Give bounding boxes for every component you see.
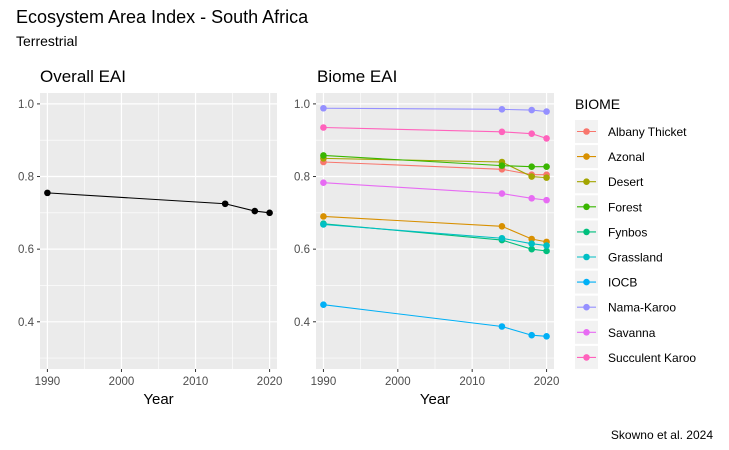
legend-key-point-fynbos: [583, 228, 590, 236]
y-tick-label: 0.6: [18, 244, 34, 256]
biome-panel-title: Biome EAI: [317, 67, 397, 86]
y-tick-label: 0.4: [18, 317, 35, 329]
data-point-forest: [320, 152, 327, 159]
series-line-azonal: [323, 215, 547, 243]
y-tick-label: 1.0: [18, 99, 34, 111]
overall-x-axis-title: Year: [143, 391, 173, 408]
legend: BIOME Albany Thicket Azonal Desert Forest Fyn…: [575, 96, 696, 369]
data-point-grassland: [320, 221, 327, 228]
legend-label-grassland: Grassland: [608, 251, 663, 265]
data-point-azonal: [528, 235, 535, 243]
data-point-savanna: [528, 195, 535, 202]
legend-label-fynbos: Fynbos: [608, 225, 647, 239]
data-point-succulent-karoo: [528, 130, 535, 137]
legend-key-point-azonal: [583, 153, 590, 160]
data-point-overall: [221, 200, 229, 208]
data-point-overall: [44, 189, 51, 197]
overall-panel: Overall EAI 0.4 0.6 0.8 1.0 1990 2000 2010 2020 Y…: [18, 67, 282, 408]
data-point-grassland: [498, 234, 506, 242]
legend-label-iocb: IOCB: [608, 276, 637, 290]
overall-panel-title: Overall EAI: [40, 67, 126, 86]
data-point-iocb: [320, 301, 327, 309]
legend-key-point-desert: [583, 178, 590, 185]
data-point-iocb: [543, 333, 550, 340]
data-point-fynbos: [528, 245, 535, 253]
figure-subtitle: Terrestrial: [16, 33, 78, 49]
legend-label-savanna: Savanna: [608, 326, 656, 340]
data-point-azonal: [498, 222, 506, 230]
data-point-overall: [251, 207, 259, 215]
data-point-savanna: [543, 196, 550, 204]
x-tick-label: 2020: [534, 376, 560, 388]
series-line-grassland: [323, 223, 547, 247]
legend-title: BIOME: [575, 96, 620, 112]
x-tick-label: 2020: [257, 376, 283, 388]
data-point-forest: [543, 163, 550, 171]
legend-label-desert: Desert: [608, 175, 644, 189]
x-tick-label: 1990: [35, 376, 61, 388]
data-point-forest: [528, 163, 535, 171]
series-line-forest: [323, 154, 547, 168]
legend-key-point-savanna: [583, 329, 590, 336]
biome-panel: Biome EAI 0.4 0.6 0.8 1.0 1990 2000 2010 2020 Yea…: [294, 67, 559, 408]
y-tick-label: 0.6: [294, 244, 310, 256]
series-line-albany-thicket: [323, 161, 547, 176]
data-point-desert: [543, 174, 550, 181]
legend-key-point-albany-thicket: [583, 128, 590, 135]
y-tick-label: 0.8: [294, 172, 310, 184]
data-point-forest: [498, 162, 506, 169]
series-line-overall: [47, 192, 270, 214]
legend-key-point-grassland: [583, 253, 590, 261]
x-tick-label: 2010: [183, 376, 209, 388]
data-point-desert: [528, 173, 535, 180]
data-point-grassland: [528, 240, 535, 248]
data-point-nama-karoo: [543, 108, 550, 115]
x-tick-label: 2000: [385, 376, 411, 388]
y-tick-label: 0.8: [18, 172, 34, 184]
x-tick-label: 2010: [459, 376, 485, 388]
data-point-savanna: [498, 190, 506, 197]
data-point-iocb: [498, 323, 506, 330]
data-point-succulent-karoo: [543, 135, 550, 142]
legend-label-nama-karoo: Nama-Karoo: [608, 301, 676, 315]
data-point-iocb: [528, 331, 535, 339]
legend-label-albany-thicket: Albany Thicket: [608, 125, 687, 139]
figure-caption: Skowno et al. 2024: [610, 428, 713, 442]
figure-title: Ecosystem Area Index - South Africa: [16, 7, 309, 27]
data-point-nama-karoo: [320, 104, 327, 112]
biome-x-axis-title: Year: [420, 391, 450, 408]
series-line-succulent-karoo: [323, 126, 547, 139]
data-point-succulent-karoo: [498, 128, 506, 136]
data-point-nama-karoo: [528, 106, 535, 114]
legend-key-point-nama-karoo: [583, 303, 590, 311]
data-point-grassland: [543, 242, 550, 249]
series-line-iocb: [323, 304, 547, 337]
y-tick-label: 1.0: [294, 99, 310, 111]
data-point-savanna: [320, 179, 327, 186]
data-point-succulent-karoo: [320, 124, 327, 131]
series-line-nama-karoo: [323, 107, 547, 113]
legend-key-point-succulent-karoo: [583, 354, 590, 361]
y-tick-label: 0.4: [294, 317, 311, 329]
series-line-savanna: [323, 182, 547, 201]
data-point-fynbos: [543, 247, 550, 255]
legend-label-azonal: Azonal: [608, 150, 645, 164]
x-tick-label: 2000: [109, 376, 135, 388]
legend-key-point-forest: [583, 203, 590, 211]
legend-key-point-iocb: [583, 278, 590, 286]
data-point-azonal: [320, 213, 327, 220]
legend-label-succulent-karoo: Succulent Karoo: [608, 351, 696, 365]
data-point-nama-karoo: [498, 106, 506, 113]
x-tick-label: 1990: [311, 376, 337, 388]
data-point-overall: [266, 209, 273, 217]
legend-label-forest: Forest: [608, 200, 643, 214]
